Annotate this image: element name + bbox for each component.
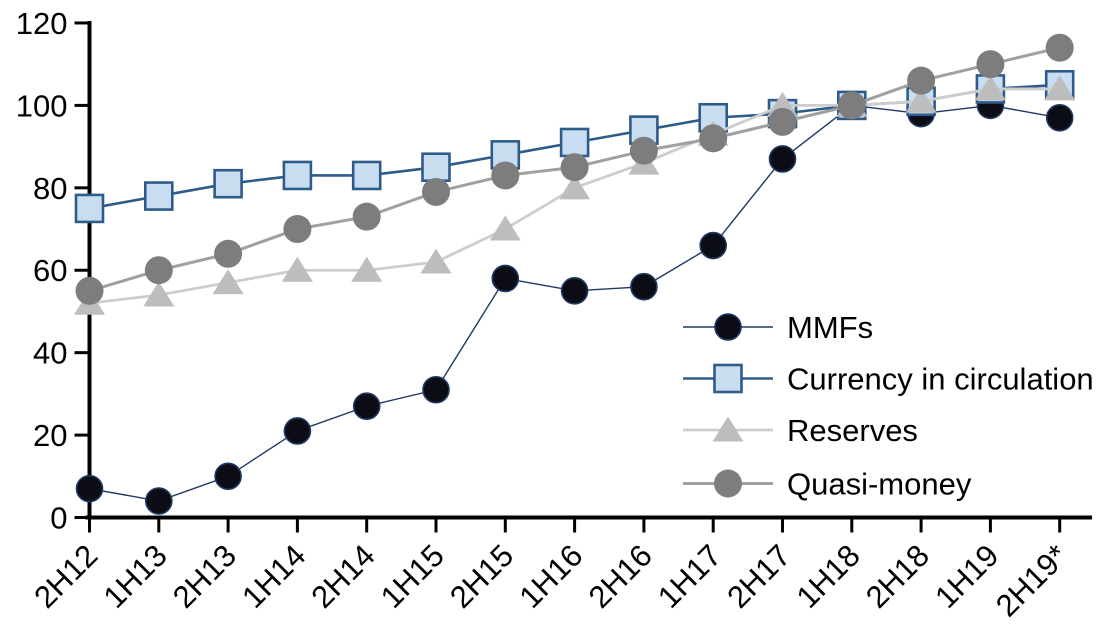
reserves-marker-triangle-icon	[212, 269, 244, 295]
mmfs-marker-circle-icon	[145, 487, 173, 515]
legend-label: Quasi-money	[787, 467, 972, 502]
axes	[74, 20, 1092, 533]
x-tick-label: 2H16	[582, 538, 659, 615]
quasi-money-marker-circle-icon	[699, 124, 728, 153]
mmfs-marker-circle-icon	[560, 277, 589, 305]
reserves-marker-triangle-icon	[905, 87, 937, 113]
x-tick-label: 1H15	[374, 538, 451, 615]
x-tick-label: 1H14	[235, 538, 312, 615]
x-tick-label: 1H16	[512, 538, 589, 615]
quasi-money-marker-circle-icon	[491, 161, 520, 190]
reserves-marker-triangle-icon	[559, 174, 591, 200]
legend-circle-icon	[714, 469, 742, 498]
x-tick-label: 2H17	[720, 538, 797, 615]
legend-label: MMFs	[787, 310, 873, 345]
mmfs-marker-circle-icon	[75, 474, 104, 503]
legend-label: Currency in circulation	[787, 362, 1094, 397]
legend-item-quasi-money: Quasi-money	[683, 467, 972, 502]
legend-item-currency-in-circulation: Currency in circulation	[683, 362, 1094, 397]
x-tick-label: 2H14	[304, 538, 381, 615]
mmfs-marker-circle-icon	[768, 145, 797, 173]
quasi-money-marker-circle-icon	[629, 136, 658, 165]
reserves-marker-triangle-icon	[143, 281, 175, 307]
mmfs-marker-circle-icon	[283, 417, 312, 445]
mmfs-marker-circle-icon	[1045, 103, 1074, 132]
series-quasi-money	[75, 33, 1074, 305]
reserves-marker-triangle-icon	[974, 75, 1006, 101]
legend-circle-icon	[714, 313, 742, 341]
y-tick-label: 40	[33, 336, 67, 371]
reserves-marker-triangle-icon	[281, 256, 313, 282]
x-tick-label: 1H18	[790, 538, 867, 615]
currency-in-circulation-marker-square-icon	[282, 160, 313, 191]
x-tick-label: 2H13	[166, 538, 243, 615]
currency-in-circulation-marker-square-icon	[74, 193, 105, 224]
currency-in-circulation-marker-square-icon	[421, 152, 451, 183]
quasi-money-marker-circle-icon	[1045, 33, 1074, 62]
quasi-money-marker-circle-icon	[214, 239, 243, 268]
legend: MMFs Currency in circulation Reserves Quasi…	[683, 310, 1094, 502]
mmfs-marker-circle-icon	[491, 264, 520, 293]
mmfs-marker-circle-icon	[214, 462, 242, 491]
quasi-money-marker-circle-icon	[352, 202, 381, 231]
quasi-money-marker-circle-icon	[144, 256, 173, 285]
x-tick-label: 1H17	[651, 538, 728, 615]
legend-item-mmfs: MMFs	[683, 310, 873, 345]
y-tick-label: 20	[33, 418, 67, 453]
x-tick-label: 2H15	[443, 538, 520, 615]
quasi-money-marker-circle-icon	[907, 66, 936, 95]
x-tick-label: 2H12	[27, 538, 104, 615]
quasi-money-marker-circle-icon	[768, 107, 797, 136]
quasi-money-marker-circle-icon	[837, 91, 866, 120]
mmfs-marker-circle-icon	[699, 231, 728, 260]
mmfs-marker-circle-icon	[630, 272, 658, 301]
quasi-money-marker-circle-icon	[560, 153, 589, 182]
reserves-marker-triangle-icon	[489, 215, 521, 241]
quasi-money-marker-circle-icon	[75, 276, 104, 305]
reserves-marker-triangle-icon	[351, 256, 383, 282]
y-tick-label: 0	[50, 501, 67, 536]
legend-label: Reserves	[787, 413, 918, 448]
legend-square-icon	[713, 363, 743, 394]
mmfs-marker-circle-icon	[422, 375, 450, 404]
x-tick-label: 2H19*	[989, 538, 1075, 624]
quasi-money-marker-circle-icon	[976, 50, 1005, 79]
y-tick-label: 60	[33, 253, 67, 288]
mmfs-marker-circle-icon	[352, 392, 381, 421]
y-tick-label: 80	[33, 171, 67, 206]
currency-in-circulation-marker-square-icon	[559, 127, 590, 158]
quasi-money-marker-circle-icon	[283, 215, 312, 244]
currency-in-circulation-marker-square-icon	[351, 160, 382, 191]
currency-in-circulation-marker-square-icon	[490, 140, 521, 170]
y-tick-label: 120	[16, 6, 68, 41]
currency-in-circulation-marker-square-icon	[213, 168, 243, 199]
x-tick-label: 2H18	[859, 538, 936, 615]
legend-item-reserves: Reserves	[683, 413, 918, 448]
reserves-marker-triangle-icon	[1044, 75, 1076, 101]
y-tick-label: 100	[16, 88, 68, 123]
currency-in-circulation-marker-square-icon	[144, 181, 174, 211]
legend-triangle-icon	[712, 416, 744, 442]
x-tick-label: 1H13	[97, 538, 174, 615]
reserves-marker-triangle-icon	[420, 248, 452, 274]
quasi-money-marker-circle-icon	[422, 177, 450, 206]
